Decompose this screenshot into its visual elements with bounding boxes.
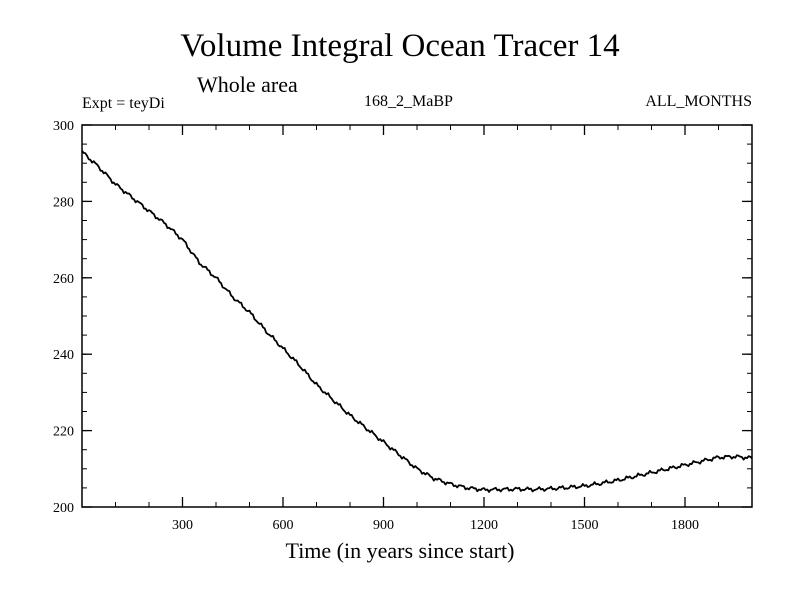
x-tick-label: 300 (172, 518, 193, 533)
x-axis: 300 600 900 1200 1500 1800 (172, 125, 699, 533)
x-axis-label: Time (in years since start) (285, 538, 515, 563)
plot-frame (81, 124, 753, 508)
y-tick-label: 240 (53, 348, 74, 363)
experiment-label: Expt = teyDi (82, 95, 165, 112)
chart-title: Volume Integral Ocean Tracer 14 (180, 28, 620, 64)
minor-ticks (82, 125, 752, 507)
x-tick-label: 600 (273, 518, 294, 533)
y-axis: 200 220 240 260 280 300 (53, 119, 752, 516)
y-tick-label: 260 (53, 272, 74, 287)
y-tick-label: 220 (53, 425, 74, 440)
period-label: ALL_MONTHS (645, 93, 752, 110)
x-tick-label: 1200 (470, 518, 498, 533)
x-tick-label: 1800 (671, 518, 699, 533)
x-tick-label: 900 (373, 518, 394, 533)
run-label: 168_2_MaBP (364, 93, 453, 110)
y-tick-label: 280 (53, 195, 74, 210)
y-tick-label: 300 (53, 119, 74, 134)
data-series-line (81, 150, 753, 493)
chart-subtitle: Whole area (197, 72, 298, 97)
y-tick-label: 200 (53, 501, 74, 516)
x-tick-label: 1500 (571, 518, 599, 533)
